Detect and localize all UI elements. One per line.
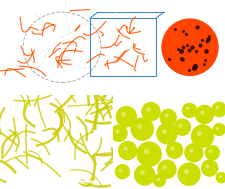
Circle shape bbox=[153, 174, 165, 186]
Circle shape bbox=[131, 118, 153, 140]
Circle shape bbox=[215, 173, 225, 183]
Circle shape bbox=[134, 165, 154, 185]
Circle shape bbox=[212, 123, 224, 136]
Circle shape bbox=[137, 142, 160, 166]
Circle shape bbox=[116, 107, 136, 127]
Circle shape bbox=[156, 124, 176, 144]
Circle shape bbox=[174, 119, 190, 135]
Text: Strong flow field: Strong flow field bbox=[91, 5, 154, 14]
Circle shape bbox=[195, 105, 212, 124]
Text: 1 μm: 1 μm bbox=[205, 181, 215, 185]
Circle shape bbox=[160, 109, 175, 125]
Circle shape bbox=[166, 142, 182, 158]
Circle shape bbox=[177, 163, 199, 185]
Circle shape bbox=[118, 142, 136, 160]
Bar bbox=[90, 18, 155, 76]
Circle shape bbox=[205, 146, 218, 160]
Circle shape bbox=[201, 160, 217, 176]
Circle shape bbox=[211, 102, 225, 116]
Text: $R_g$: $R_g$ bbox=[23, 5, 33, 16]
Circle shape bbox=[191, 125, 213, 147]
Circle shape bbox=[115, 165, 129, 179]
Circle shape bbox=[141, 103, 159, 121]
Circle shape bbox=[110, 125, 126, 141]
Circle shape bbox=[157, 160, 175, 178]
Text: 400 nm: 400 nm bbox=[77, 181, 92, 185]
Circle shape bbox=[184, 144, 202, 162]
Circle shape bbox=[182, 103, 196, 117]
Circle shape bbox=[161, 19, 217, 75]
